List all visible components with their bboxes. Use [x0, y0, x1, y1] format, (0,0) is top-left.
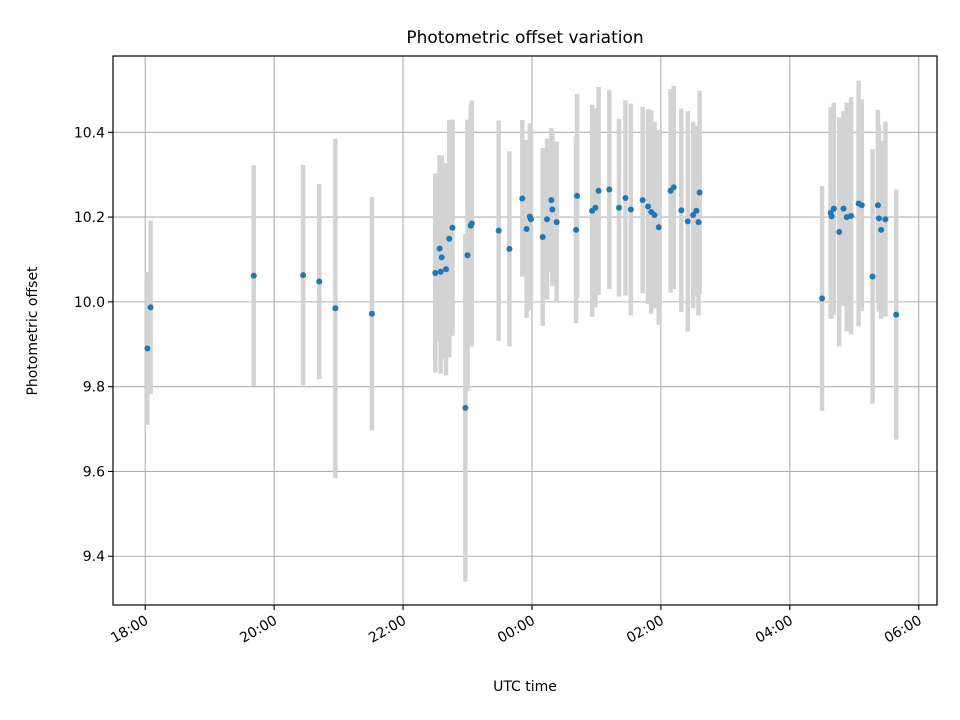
data-point-layer: [144, 184, 900, 411]
data-point: [432, 270, 439, 277]
y-tick-label: 10.4: [74, 125, 105, 141]
data-point: [882, 216, 889, 223]
data-point: [858, 202, 865, 209]
data-point: [548, 197, 555, 204]
data-point: [622, 195, 629, 202]
data-point: [819, 295, 826, 302]
data-point: [670, 184, 677, 191]
data-point: [830, 205, 837, 212]
data-point: [595, 187, 602, 194]
data-point: [539, 234, 546, 241]
data-point: [147, 304, 154, 311]
data-point: [695, 219, 702, 226]
data-point: [690, 211, 697, 218]
data-point: [443, 266, 450, 273]
data-point: [437, 268, 444, 275]
data-point: [651, 211, 658, 218]
data-point: [693, 207, 700, 214]
x-axis-label: UTC time: [493, 679, 557, 695]
data-point: [655, 224, 662, 231]
data-point: [874, 202, 881, 209]
data-point: [250, 272, 257, 279]
data-point: [696, 189, 703, 196]
data-point: [553, 219, 560, 226]
data-point: [627, 206, 634, 213]
data-point: [506, 245, 513, 252]
data-point: [875, 215, 882, 222]
data-point: [449, 224, 456, 231]
data-point: [678, 207, 685, 214]
y-tick-label: 9.8: [83, 380, 105, 396]
data-point: [523, 225, 530, 232]
y-tick-label: 9.4: [83, 549, 105, 565]
data-point: [645, 203, 652, 210]
data-point: [332, 305, 339, 312]
data-point: [574, 192, 581, 199]
data-point: [464, 252, 471, 259]
data-point: [592, 204, 599, 211]
data-point: [549, 206, 556, 213]
data-point: [840, 205, 847, 212]
y-tick-label: 9.6: [83, 464, 105, 480]
data-point: [836, 228, 843, 235]
data-point: [300, 272, 307, 279]
data-point: [684, 218, 691, 225]
data-point: [828, 213, 835, 220]
y-tick-label: 10.2: [74, 210, 105, 226]
chart-title: Photometric offset variation: [406, 28, 643, 48]
data-point: [468, 220, 475, 227]
data-point: [519, 195, 526, 202]
data-point: [869, 273, 876, 280]
data-point: [368, 310, 375, 317]
data-point: [848, 212, 855, 219]
data-point: [606, 186, 613, 193]
plot-frame: [112, 55, 938, 606]
data-point: [144, 345, 151, 352]
data-point: [527, 216, 534, 223]
data-point: [544, 216, 551, 223]
data-point: [893, 311, 900, 318]
y-axis-label: Photometric offset: [25, 266, 41, 396]
data-point: [639, 197, 646, 204]
data-point: [573, 226, 580, 233]
data-point: [495, 227, 502, 234]
data-point: [462, 404, 469, 411]
data-point: [436, 245, 443, 252]
data-point: [616, 204, 623, 211]
data-point: [446, 235, 453, 242]
data-point: [438, 254, 445, 261]
y-tick-label: 10.0: [74, 295, 105, 311]
data-point: [878, 226, 885, 233]
data-point: [316, 278, 323, 285]
